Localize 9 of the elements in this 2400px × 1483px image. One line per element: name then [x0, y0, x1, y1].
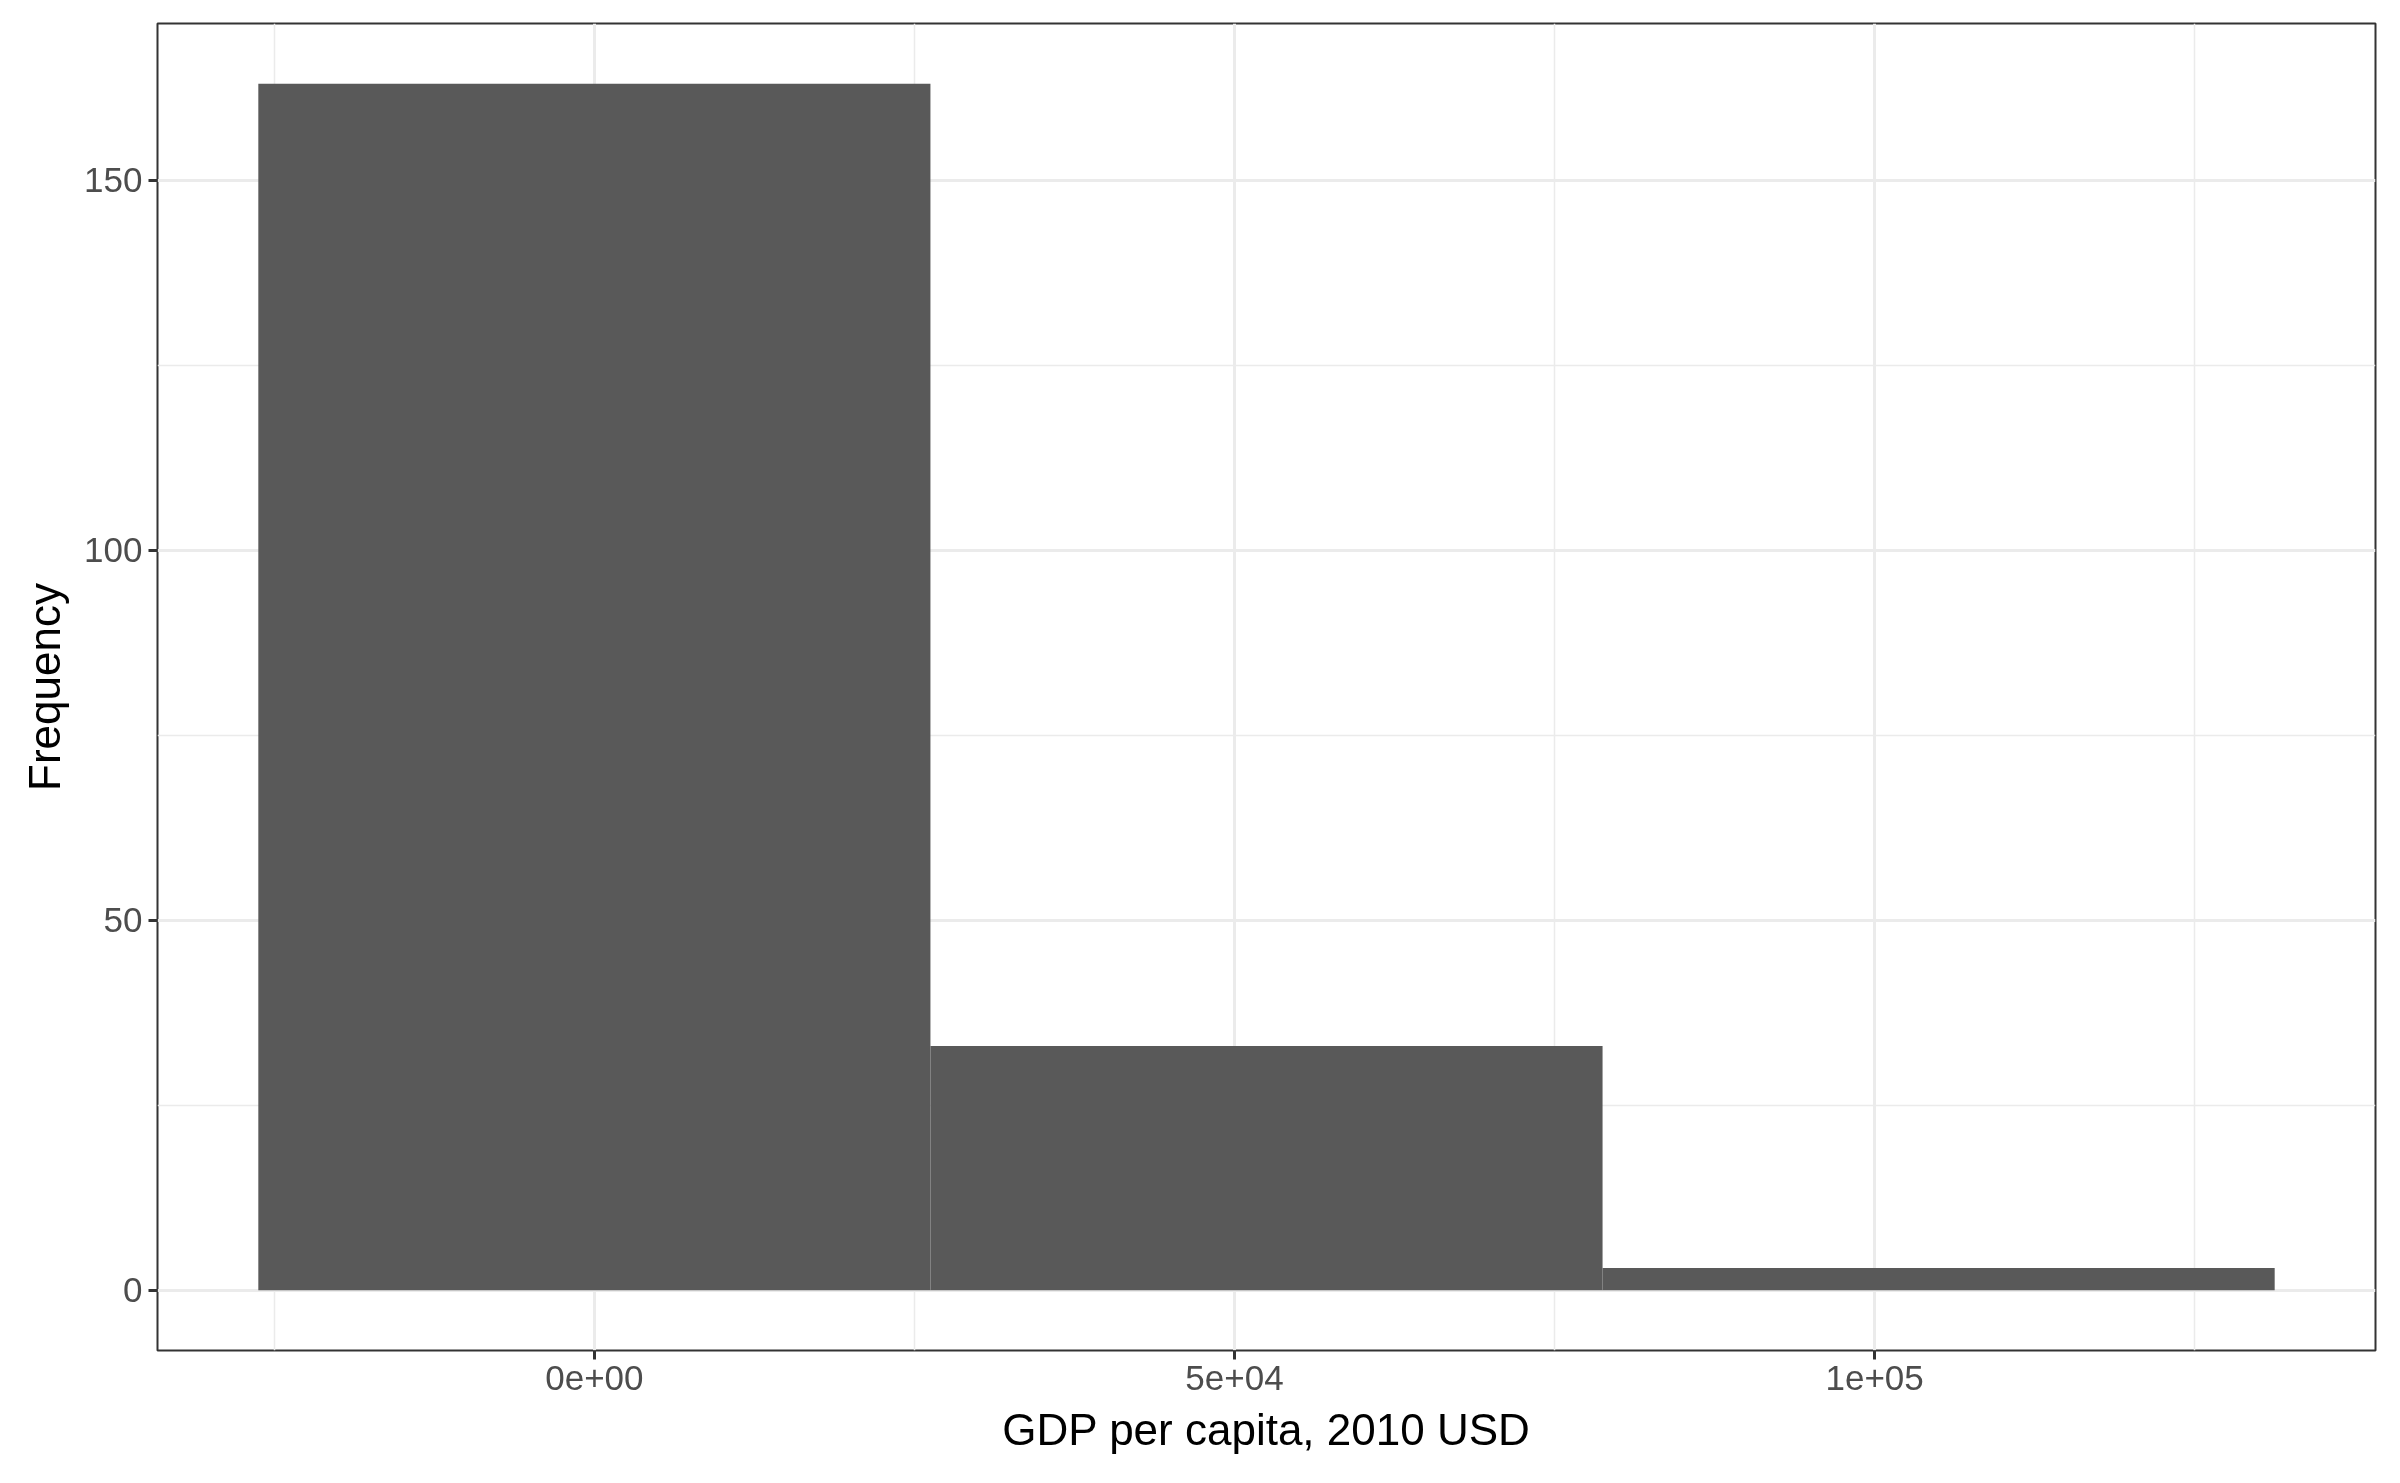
- y-tick-label: 0: [123, 1270, 143, 1310]
- y-tick-label: 100: [84, 530, 143, 570]
- x-tick-label: 1e+05: [1825, 1357, 1924, 1397]
- x-tick-label: 0e+00: [545, 1357, 644, 1397]
- y-tick-label: 50: [103, 900, 143, 940]
- x-axis-title: GDP per capita, 2010 USD: [1002, 1404, 1530, 1454]
- y-axis-title: Frequency: [20, 583, 70, 791]
- y-tick-label: 150: [84, 160, 143, 200]
- x-tick-label: 5e+04: [1185, 1357, 1284, 1397]
